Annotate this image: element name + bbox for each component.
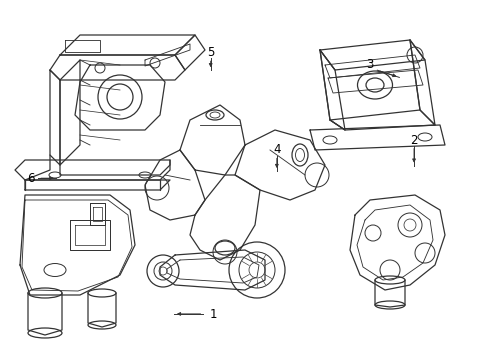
Text: 5: 5 <box>207 46 215 59</box>
Text: 4: 4 <box>273 143 281 156</box>
Text: 1: 1 <box>209 309 217 321</box>
Text: 3: 3 <box>366 58 374 71</box>
Text: 2: 2 <box>410 134 418 147</box>
Text: 6: 6 <box>26 172 34 185</box>
